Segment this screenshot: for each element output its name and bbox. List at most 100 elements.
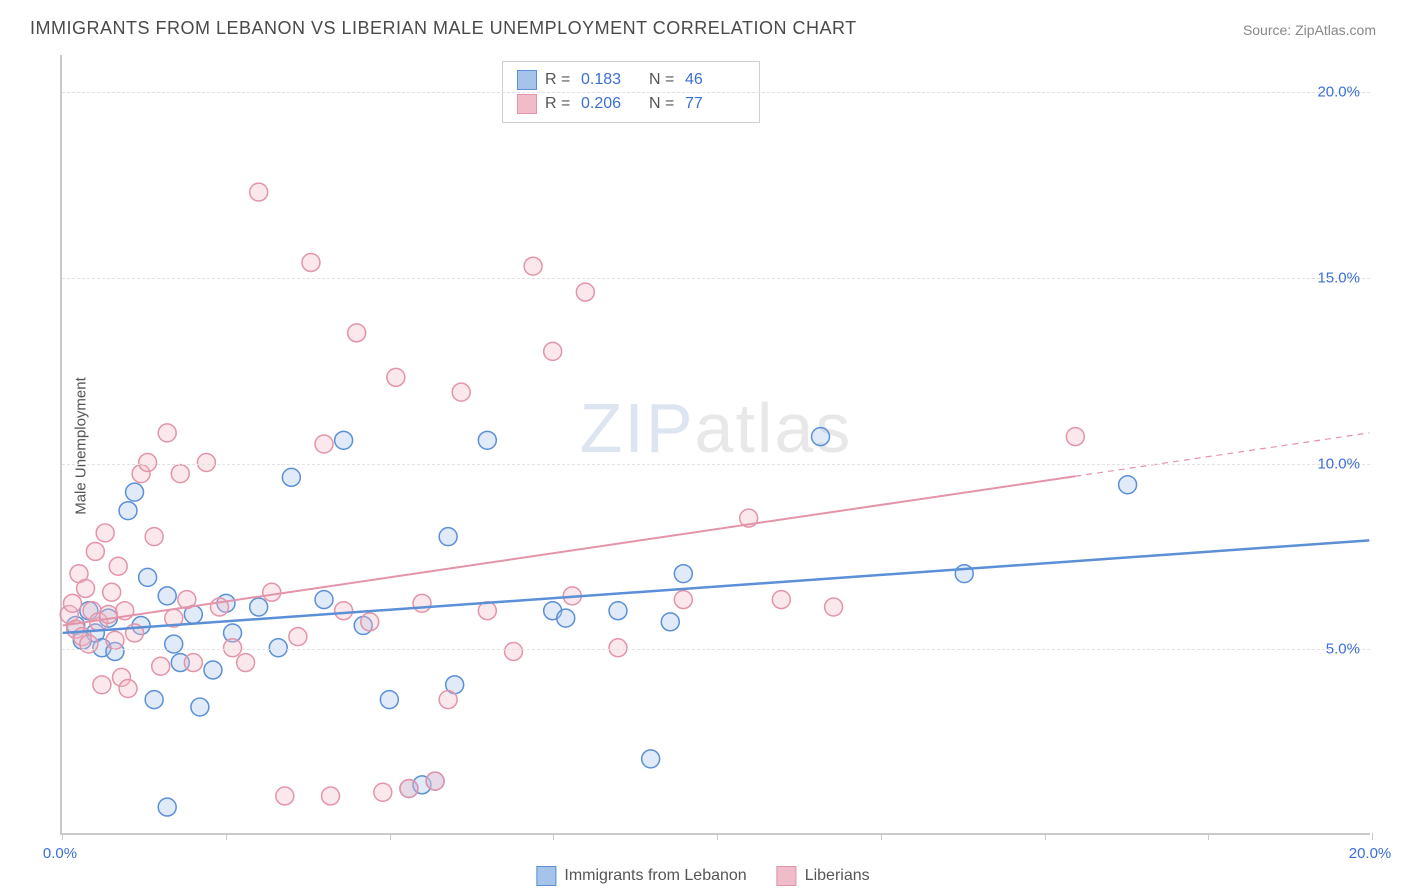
scatter-point <box>165 635 183 653</box>
scatter-point <box>106 631 124 649</box>
scatter-point <box>250 183 268 201</box>
legend-r-label: R = <box>545 95 573 113</box>
gridline-h <box>62 464 1370 465</box>
x-tick-mark <box>553 833 554 840</box>
scatter-point <box>772 591 790 609</box>
x-tick-mark <box>390 833 391 840</box>
chart-title: IMMIGRANTS FROM LEBANON VS LIBERIAN MALE… <box>30 18 857 39</box>
y-tick-label: 10.0% <box>1317 455 1360 472</box>
scatter-point <box>524 257 542 275</box>
legend-stat-row: R = 0.183 N = 46 <box>517 68 745 92</box>
scatter-point <box>276 787 294 805</box>
scatter-point <box>426 772 444 790</box>
scatter-point <box>335 431 353 449</box>
legend-stat-row: R =0.206N =77 <box>517 92 745 116</box>
scatter-point <box>674 591 692 609</box>
scatter-point <box>661 613 679 631</box>
scatter-point <box>642 750 660 768</box>
regression-line <box>63 540 1370 633</box>
scatter-point <box>387 368 405 386</box>
scatter-point <box>237 654 255 672</box>
legend-n-value: 77 <box>685 95 745 113</box>
scatter-point <box>152 657 170 675</box>
scatter-point <box>158 587 176 605</box>
scatter-point <box>322 787 340 805</box>
scatter-point <box>302 253 320 271</box>
legend-series-item: Liberians <box>777 866 870 886</box>
scatter-point <box>145 528 163 546</box>
scatter-point <box>184 654 202 672</box>
gridline-h <box>62 278 1370 279</box>
scatter-point <box>86 542 104 560</box>
legend-n-value: 46 <box>685 71 745 89</box>
x-tick-mark <box>62 833 63 840</box>
scatter-point <box>413 594 431 612</box>
scatter-point <box>335 602 353 620</box>
x-tick-mark <box>226 833 227 840</box>
scatter-point <box>400 780 418 798</box>
x-tick-label: 20.0% <box>1349 845 1392 862</box>
scatter-point <box>263 583 281 601</box>
scatter-point <box>315 591 333 609</box>
legend-swatch <box>517 94 537 114</box>
scatter-point <box>197 454 215 472</box>
legend-swatch <box>777 866 797 886</box>
scatter-point <box>250 598 268 616</box>
x-tick-mark <box>717 833 718 840</box>
scatter-point <box>224 639 242 657</box>
scatter-point <box>126 483 144 501</box>
legend-r-value: 0.183 <box>581 71 641 89</box>
scatter-point <box>109 557 127 575</box>
scatter-point <box>191 698 209 716</box>
source-label: Source: ZipAtlas.com <box>1243 22 1376 38</box>
scatter-point <box>1119 476 1137 494</box>
legend-n-label: N = <box>649 71 677 89</box>
scatter-point <box>289 628 307 646</box>
scatter-point <box>609 602 627 620</box>
x-tick-mark <box>881 833 882 840</box>
legend-series-label: Liberians <box>805 867 870 885</box>
scatter-point <box>158 424 176 442</box>
scatter-point <box>576 283 594 301</box>
scatter-point <box>812 428 830 446</box>
x-tick-label: 0.0% <box>43 845 77 862</box>
scatter-point <box>93 676 111 694</box>
scatter-point <box>145 691 163 709</box>
x-tick-mark <box>1208 833 1209 840</box>
y-tick-label: 5.0% <box>1326 641 1360 658</box>
scatter-point <box>609 639 627 657</box>
series-legend: Immigrants from Lebanon Liberians <box>536 866 869 886</box>
scatter-point <box>103 583 121 601</box>
scatter-point <box>674 565 692 583</box>
legend-swatch <box>536 866 556 886</box>
scatter-point <box>119 680 137 698</box>
scatter-point <box>504 642 522 660</box>
scatter-point <box>204 661 222 679</box>
legend-series-item: Immigrants from Lebanon <box>536 866 746 886</box>
scatter-point <box>439 691 457 709</box>
scatter-point <box>439 528 457 546</box>
scatter-point <box>282 468 300 486</box>
scatter-point <box>80 635 98 653</box>
legend-series-label: Immigrants from Lebanon <box>564 867 746 885</box>
gridline-h <box>62 92 1370 93</box>
legend-swatch <box>517 70 537 90</box>
scatter-point <box>361 613 379 631</box>
scatter-point <box>77 580 95 598</box>
x-tick-mark <box>1372 833 1373 840</box>
scatter-point <box>825 598 843 616</box>
scatter-point <box>158 798 176 816</box>
scatter-point <box>139 568 157 586</box>
scatter-point <box>544 342 562 360</box>
scatter-point <box>557 609 575 627</box>
scatter-point <box>452 383 470 401</box>
scatter-point <box>96 524 114 542</box>
scatter-point <box>315 435 333 453</box>
legend-r-value: 0.206 <box>581 95 641 113</box>
legend-r-label: R = <box>545 71 573 89</box>
chart-plot-area: ZIPatlas R =0.183N =46R =0.206N =77 5.0%… <box>60 55 1370 835</box>
gridline-h <box>62 649 1370 650</box>
scatter-point <box>139 454 157 472</box>
scatter-point <box>1066 428 1084 446</box>
scatter-point <box>64 594 82 612</box>
